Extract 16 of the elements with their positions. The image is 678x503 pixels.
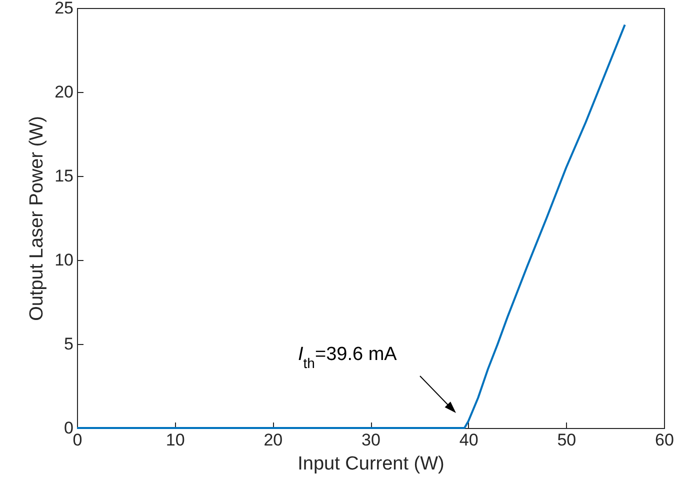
y-axis-title: Output Laser Power (W): [26, 116, 48, 321]
y-tick-label: 10: [54, 250, 74, 270]
y-tick-label: 25: [54, 0, 74, 18]
x-tick-label: 50: [557, 430, 576, 450]
y-tick-label: 20: [54, 82, 74, 102]
y-tick-label: 0: [64, 418, 74, 438]
annotation: I$_{th}$=39.6 mA: [298, 344, 398, 371]
x-tick-label: 60: [655, 430, 674, 450]
x-tick-label: 10: [166, 430, 185, 450]
x-tick-label: 20: [264, 430, 283, 450]
x-axis-title: Input Current (W): [298, 454, 444, 474]
y-tick-label: 15: [54, 166, 74, 186]
y-tick-label: 5: [64, 334, 74, 354]
line-series: [76, 24, 626, 429]
x-tick-label: 40: [459, 430, 478, 450]
x-tick-label: 30: [362, 430, 380, 450]
